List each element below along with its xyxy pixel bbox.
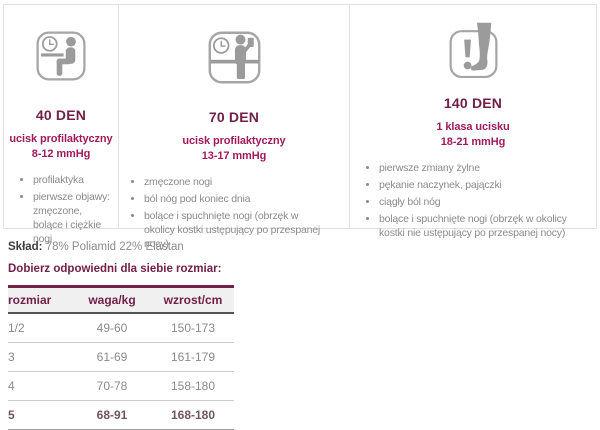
den-card-70: 70 DEN ucisk profilaktyczny 13-17 mmHg z… <box>118 5 349 250</box>
compression-type: ucisk profilaktyczny <box>182 135 286 147</box>
symptom-item: pierwsze zmiany żylne <box>379 162 594 176</box>
symptom-item: ból nóg pod koniec dnia <box>144 193 331 207</box>
compression-range: 8-12 mmHg <box>31 148 91 161</box>
height-cell: 158-180 <box>152 371 234 401</box>
den-card-140: 140 DEN 1 klasa ucisku 18-21 mmHg pierws… <box>349 5 596 239</box>
column-header-waga: waga/kg <box>72 285 152 314</box>
compression-class: 1 klasa ucisku <box>436 121 510 133</box>
column-header-rozmiar: rozmiar <box>8 285 72 314</box>
symptom-item: bolące i spuchnięte nogi (obrzęk w okoli… <box>379 213 594 241</box>
height-cell: 161-179 <box>152 342 234 372</box>
size-cell: 1/2 <box>8 313 72 343</box>
size-cell: 3 <box>8 342 72 372</box>
weight-cell: 70-78 <box>72 371 152 401</box>
size-row: 3 61-69 161-179 <box>8 342 234 372</box>
size-section-heading: Dobierz odpowiedni dla siebie rozmiar: <box>8 263 222 275</box>
exclamation-leg-icon <box>350 21 596 82</box>
weight-cell: 49-60 <box>72 313 152 343</box>
symptom-item: zmęczone nogi <box>144 176 331 190</box>
symptom-list: zmęczone nogi ból nóg pod koniec dnia bo… <box>131 176 331 252</box>
symptom-item: bolące i spuchnięte nogi (obrzęk w okoli… <box>144 210 331 252</box>
compression-subtitle: ucisk profilaktyczny 13-17 mmHg <box>119 134 349 165</box>
height-cell: 150-173 <box>152 313 234 343</box>
composition-value: 78% Poliamid 22% Elastan <box>45 241 184 253</box>
compression-subtitle: ucisk profilaktyczny 8-12 mmHg <box>4 132 118 163</box>
size-row: 1/2 49-60 150-173 <box>8 313 234 343</box>
symptom-item: profilaktyka <box>33 174 110 188</box>
size-row: 4 70-78 158-180 <box>8 371 234 401</box>
den-card-title: 40 DEN <box>35 107 87 123</box>
symptom-list: pierwsze zmiany żylne pękanie naczynek, … <box>366 162 594 241</box>
compression-type: ucisk profilaktyczny <box>9 133 113 145</box>
composition-line: Skład: 78% Poliamid 22% Elastan <box>8 241 184 253</box>
weight-cell: 61-69 <box>72 342 152 372</box>
compression-range: 13-17 mmHg <box>201 150 267 163</box>
symptom-item: pierwsze objawy: zmęczone, bolące i cięż… <box>33 191 110 247</box>
size-table: rozmiar waga/kg wzrost/cm 1/2 49-60 150-… <box>8 285 234 430</box>
compression-range: 18-21 mmHg <box>440 136 506 149</box>
den-card-40: 40 DEN ucisk profilaktyczny 8-12 mmHg pr… <box>4 5 118 245</box>
composition-label: Skład: <box>8 241 43 253</box>
person-standing-at-counter-with-clock-icon <box>119 30 349 87</box>
den-comparison-panel: 40 DEN ucisk profilaktyczny 8-12 mmHg pr… <box>3 4 597 250</box>
size-table-header-row: rozmiar waga/kg wzrost/cm <box>8 285 234 314</box>
den-card-title: 70 DEN <box>208 109 260 125</box>
symptom-item: pękanie naczynek, pajączki <box>379 179 594 193</box>
height-cell: 168-180 <box>152 400 234 430</box>
compression-subtitle: 1 klasa ucisku 18-21 mmHg <box>350 120 596 151</box>
symptom-list: profilaktyka pierwsze objawy: zmęczone, … <box>20 174 110 247</box>
symptom-item: ciągły ból nóg <box>379 196 594 210</box>
den-card-title: 140 DEN <box>443 95 503 111</box>
size-cell: 4 <box>8 371 72 401</box>
size-cell: 5 <box>8 400 72 430</box>
weight-cell: 68-91 <box>72 400 152 430</box>
column-header-wzrost: wzrost/cm <box>152 285 234 314</box>
person-sitting-at-desk-with-clock-icon <box>4 30 118 83</box>
size-row: 5 68-91 168-180 <box>8 400 234 430</box>
